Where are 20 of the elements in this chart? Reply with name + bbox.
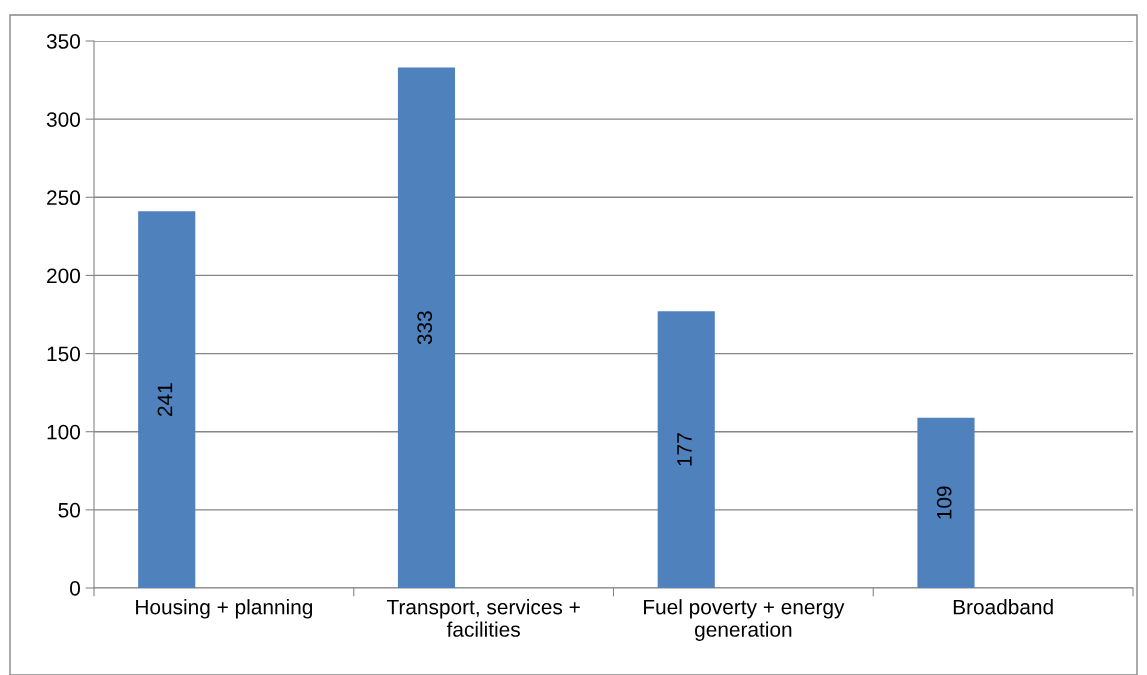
data-label: 109 <box>936 486 952 519</box>
y-tick-label: 250 <box>47 190 80 206</box>
y-tick-label: 200 <box>47 268 80 284</box>
bar <box>138 211 196 588</box>
y-tick-label: 150 <box>47 346 80 362</box>
x-tick-label: Fuel poverty + energy generation <box>644 599 845 641</box>
data-label: 177 <box>677 433 692 466</box>
y-tick-label: 50 <box>58 502 80 518</box>
data-label: 333 <box>417 311 433 345</box>
y-tick-label: 0 <box>70 581 80 596</box>
y-tick-label: 350 <box>46 34 80 49</box>
data-label: 241 <box>157 383 173 417</box>
bar <box>397 67 456 588</box>
x-tick-label: Transport, services + facilities <box>386 599 580 637</box>
x-tick-label: Broadband <box>953 599 1053 615</box>
bar <box>657 311 715 588</box>
x-tick-label: Housing + planning <box>136 599 313 619</box>
y-tick-label: 100 <box>47 424 80 440</box>
bar <box>917 417 975 588</box>
y-tick-label: 300 <box>46 112 80 127</box>
